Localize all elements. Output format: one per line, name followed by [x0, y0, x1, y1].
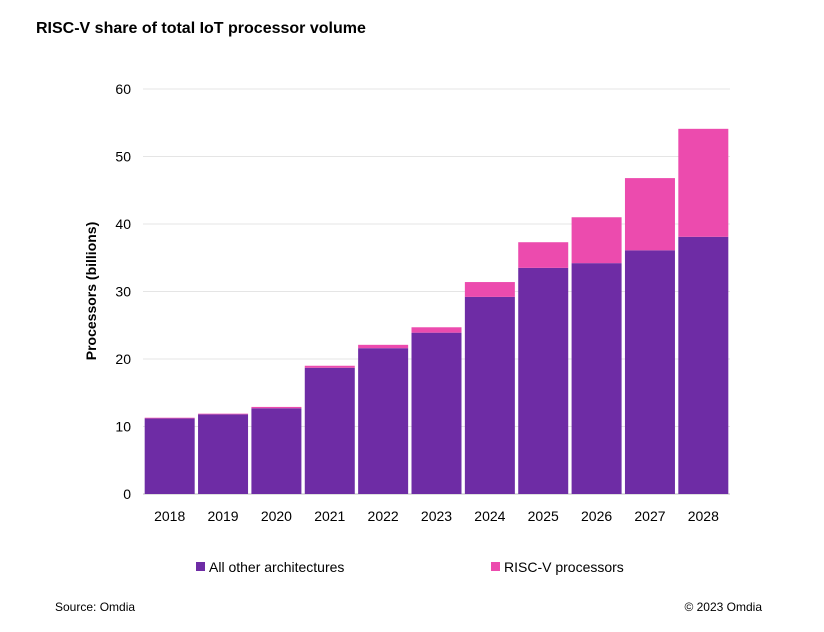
- bar-risc-v-processors-2022: [358, 344, 409, 349]
- x-tick-label: 2026: [581, 508, 612, 524]
- y-axis-label: Processors (billions): [83, 222, 99, 360]
- legend-swatch: [491, 562, 500, 571]
- bar-risc-v-processors-2026: [571, 217, 622, 264]
- bar-all-other-architectures-2018: [144, 418, 195, 494]
- y-tick-label: 40: [115, 216, 131, 232]
- legend-label: All other architectures: [209, 559, 344, 575]
- bar-all-other-architectures-2020: [251, 408, 302, 494]
- bar-all-other-architectures-2021: [304, 367, 355, 494]
- bar-risc-v-processors-2020: [251, 406, 302, 409]
- bar-all-other-architectures-2026: [571, 263, 622, 494]
- bar-risc-v-processors-2027: [624, 178, 675, 251]
- x-tick-label: 2025: [528, 508, 559, 524]
- chart-title: RISC-V share of total IoT processor volu…: [36, 20, 366, 37]
- y-tick-label: 10: [115, 419, 131, 435]
- bar-risc-v-processors-2028: [678, 128, 729, 237]
- source-note: Source: Omdia: [55, 600, 136, 614]
- y-tick-label: 30: [115, 284, 131, 300]
- bar-all-other-architectures-2024: [464, 296, 515, 494]
- bar-all-other-architectures-2019: [198, 414, 249, 494]
- bar-all-other-architectures-2022: [358, 348, 409, 494]
- x-tick-label: 2018: [154, 508, 185, 524]
- y-tick-label: 0: [123, 486, 131, 502]
- x-tick-label: 2028: [688, 508, 719, 524]
- copyright-note: © 2023 Omdia: [684, 600, 762, 614]
- y-tick-label: 60: [115, 81, 131, 97]
- x-tick-label: 2027: [634, 508, 665, 524]
- bar-risc-v-processors-2021: [304, 365, 355, 368]
- x-tick-label: 2024: [474, 508, 505, 524]
- x-tick-label: 2022: [368, 508, 399, 524]
- bar-risc-v-processors-2019: [198, 413, 249, 415]
- legend-label: RISC-V processors: [504, 559, 624, 575]
- y-tick-label: 20: [115, 351, 131, 367]
- bar-risc-v-processors-2025: [518, 242, 569, 268]
- bar-all-other-architectures-2025: [518, 267, 569, 494]
- bar-all-other-architectures-2028: [678, 236, 729, 494]
- y-tick-label: 50: [115, 149, 131, 165]
- x-tick-label: 2021: [314, 508, 345, 524]
- bar-risc-v-processors-2023: [411, 327, 462, 333]
- bar-risc-v-processors-2018: [144, 417, 195, 419]
- bar-risc-v-processors-2024: [464, 282, 515, 297]
- bar-all-other-architectures-2027: [624, 250, 675, 494]
- x-tick-label: 2023: [421, 508, 452, 524]
- x-tick-label: 2020: [261, 508, 292, 524]
- x-tick-label: 2019: [207, 508, 238, 524]
- bar-all-other-architectures-2023: [411, 332, 462, 494]
- legend-swatch: [196, 562, 205, 571]
